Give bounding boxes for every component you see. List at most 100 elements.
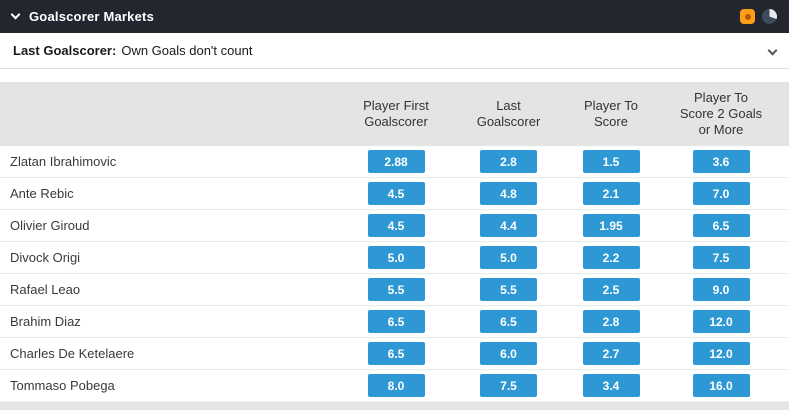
bottom-strip [0,402,789,410]
odds-cell: 5.5 [461,278,556,301]
player-name: Rafael Leao [10,282,81,297]
table-row: Brahim Diaz 6.5 6.5 2.8 12.0 [0,306,789,338]
player-name: Tommaso Pobega [10,378,115,393]
odds-cell: 7.5 [461,374,556,397]
odds-button[interactable]: 2.2 [582,246,640,269]
odds-button[interactable]: 6.5 [480,310,537,333]
odds-button[interactable]: 6.5 [367,342,425,365]
odds-cell: 3.4 [556,374,666,397]
featured-orange-icon[interactable] [740,9,755,24]
column-header-cell: Player To Score 2 Goals or More [666,90,776,138]
column-header-cell: Player To Score [556,98,666,130]
odds-cell: 4.5 [331,182,461,205]
odds-button[interactable]: 6.5 [692,214,750,237]
odds-button[interactable]: 6.0 [480,342,537,365]
odds-cell: 5.5 [331,278,461,301]
odds-cell: 5.0 [331,246,461,269]
column-header-cell: Last Goalscorer [461,98,556,130]
odds-button[interactable]: 7.0 [692,182,750,205]
table-row: Ante Rebic 4.5 4.8 2.1 7.0 [0,178,789,210]
odds-cell: 7.0 [666,182,776,205]
odds-button[interactable]: 7.5 [480,374,537,397]
odds-cell: 1.95 [556,214,666,237]
odds-cell: 2.1 [556,182,666,205]
odds-button[interactable]: 16.0 [692,374,750,397]
featured-icon-dot [744,13,751,20]
odds-cell: 9.0 [666,278,776,301]
column-header: Player To Score 2 Goals or More [679,90,763,137]
odds-cell: 3.6 [666,150,776,173]
table-row: Zlatan Ibrahimovic 2.88 2.8 1.5 3.6 [0,146,789,178]
odds-cell: 4.5 [331,214,461,237]
odds-cell: 6.5 [666,214,776,237]
odds-cell: 2.8 [461,150,556,173]
player-name: Brahim Diaz [10,314,81,329]
odds-button[interactable]: 4.5 [367,182,425,205]
odds-button[interactable]: 5.5 [480,278,537,301]
odds-table-body: Zlatan Ibrahimovic 2.88 2.8 1.5 3.6 Ante Rebi… [0,146,789,402]
odds-cell: 2.8 [556,310,666,333]
odds-button[interactable]: 5.0 [367,246,425,269]
odds-cell: 12.0 [666,310,776,333]
header-icons [740,9,777,24]
column-header-cell: Player First Goalscorer [331,98,461,130]
spacer [0,69,789,82]
chevron-down-icon [767,45,778,55]
column-header: Last Goalscorer [476,98,541,129]
odds-button[interactable]: 2.1 [582,182,640,205]
column-header: Player First Goalscorer [363,98,429,129]
odds-cell: 12.0 [666,342,776,365]
player-name: Divock Origi [10,250,81,265]
column-header: Player To Score [584,98,638,129]
odds-cell: 2.7 [556,342,666,365]
player-name: Olivier Giroud [10,218,90,233]
player-name: Ante Rebic [10,186,74,201]
odds-cell: 4.8 [461,182,556,205]
odds-button[interactable]: 6.5 [367,310,425,333]
odds-button[interactable]: 2.88 [367,150,425,173]
odds-cell: 6.5 [331,342,461,365]
table-row: Rafael Leao 5.5 5.5 2.5 9.0 [0,274,789,306]
odds-button[interactable]: 2.5 [582,278,640,301]
market-info-bar[interactable]: Last Goalscorer: Own Goals don't count [0,33,789,69]
market-group-header[interactable]: Goalscorer Markets [0,0,789,33]
odds-cell: 6.5 [461,310,556,333]
odds-button[interactable]: 7.5 [692,246,750,269]
odds-button[interactable]: 1.95 [582,214,640,237]
odds-button[interactable]: 2.7 [582,342,640,365]
odds-button[interactable]: 4.8 [480,182,537,205]
odds-button[interactable]: 9.0 [692,278,750,301]
odds-button[interactable]: 8.0 [367,374,425,397]
table-row: Charles De Ketelaere 6.5 6.0 2.7 12.0 [0,338,789,370]
player-name: Charles De Ketelaere [10,346,135,361]
collapse-chevron-icon [10,9,21,20]
odds-button[interactable]: 12.0 [692,342,750,365]
odds-button[interactable]: 3.6 [692,150,750,173]
odds-cell: 1.5 [556,150,666,173]
market-note: Own Goals don't count [121,43,253,58]
odds-button[interactable]: 4.5 [367,214,425,237]
odds-cell: 6.0 [461,342,556,365]
odds-cell: 5.0 [461,246,556,269]
odds-button[interactable]: 4.4 [480,214,537,237]
odds-cell: 8.0 [331,374,461,397]
odds-cell: 2.2 [556,246,666,269]
table-row: Tommaso Pobega 8.0 7.5 3.4 16.0 [0,370,789,402]
table-row: Olivier Giroud 4.5 4.4 1.95 6.5 [0,210,789,242]
panel-title: Goalscorer Markets [29,9,154,24]
odds-button[interactable]: 5.5 [367,278,425,301]
odds-button[interactable]: 2.8 [582,310,640,333]
odds-cell: 16.0 [666,374,776,397]
odds-button[interactable]: 2.8 [480,150,537,173]
clock-icon[interactable] [762,9,777,24]
odds-cell: 7.5 [666,246,776,269]
odds-cell: 2.5 [556,278,666,301]
odds-cell: 6.5 [331,310,461,333]
odds-button[interactable]: 12.0 [692,310,750,333]
market-info-text: Last Goalscorer: Own Goals don't count [13,43,252,58]
odds-button[interactable]: 1.5 [582,150,640,173]
odds-button[interactable]: 5.0 [480,246,537,269]
odds-cell: 4.4 [461,214,556,237]
odds-button[interactable]: 3.4 [582,374,640,397]
